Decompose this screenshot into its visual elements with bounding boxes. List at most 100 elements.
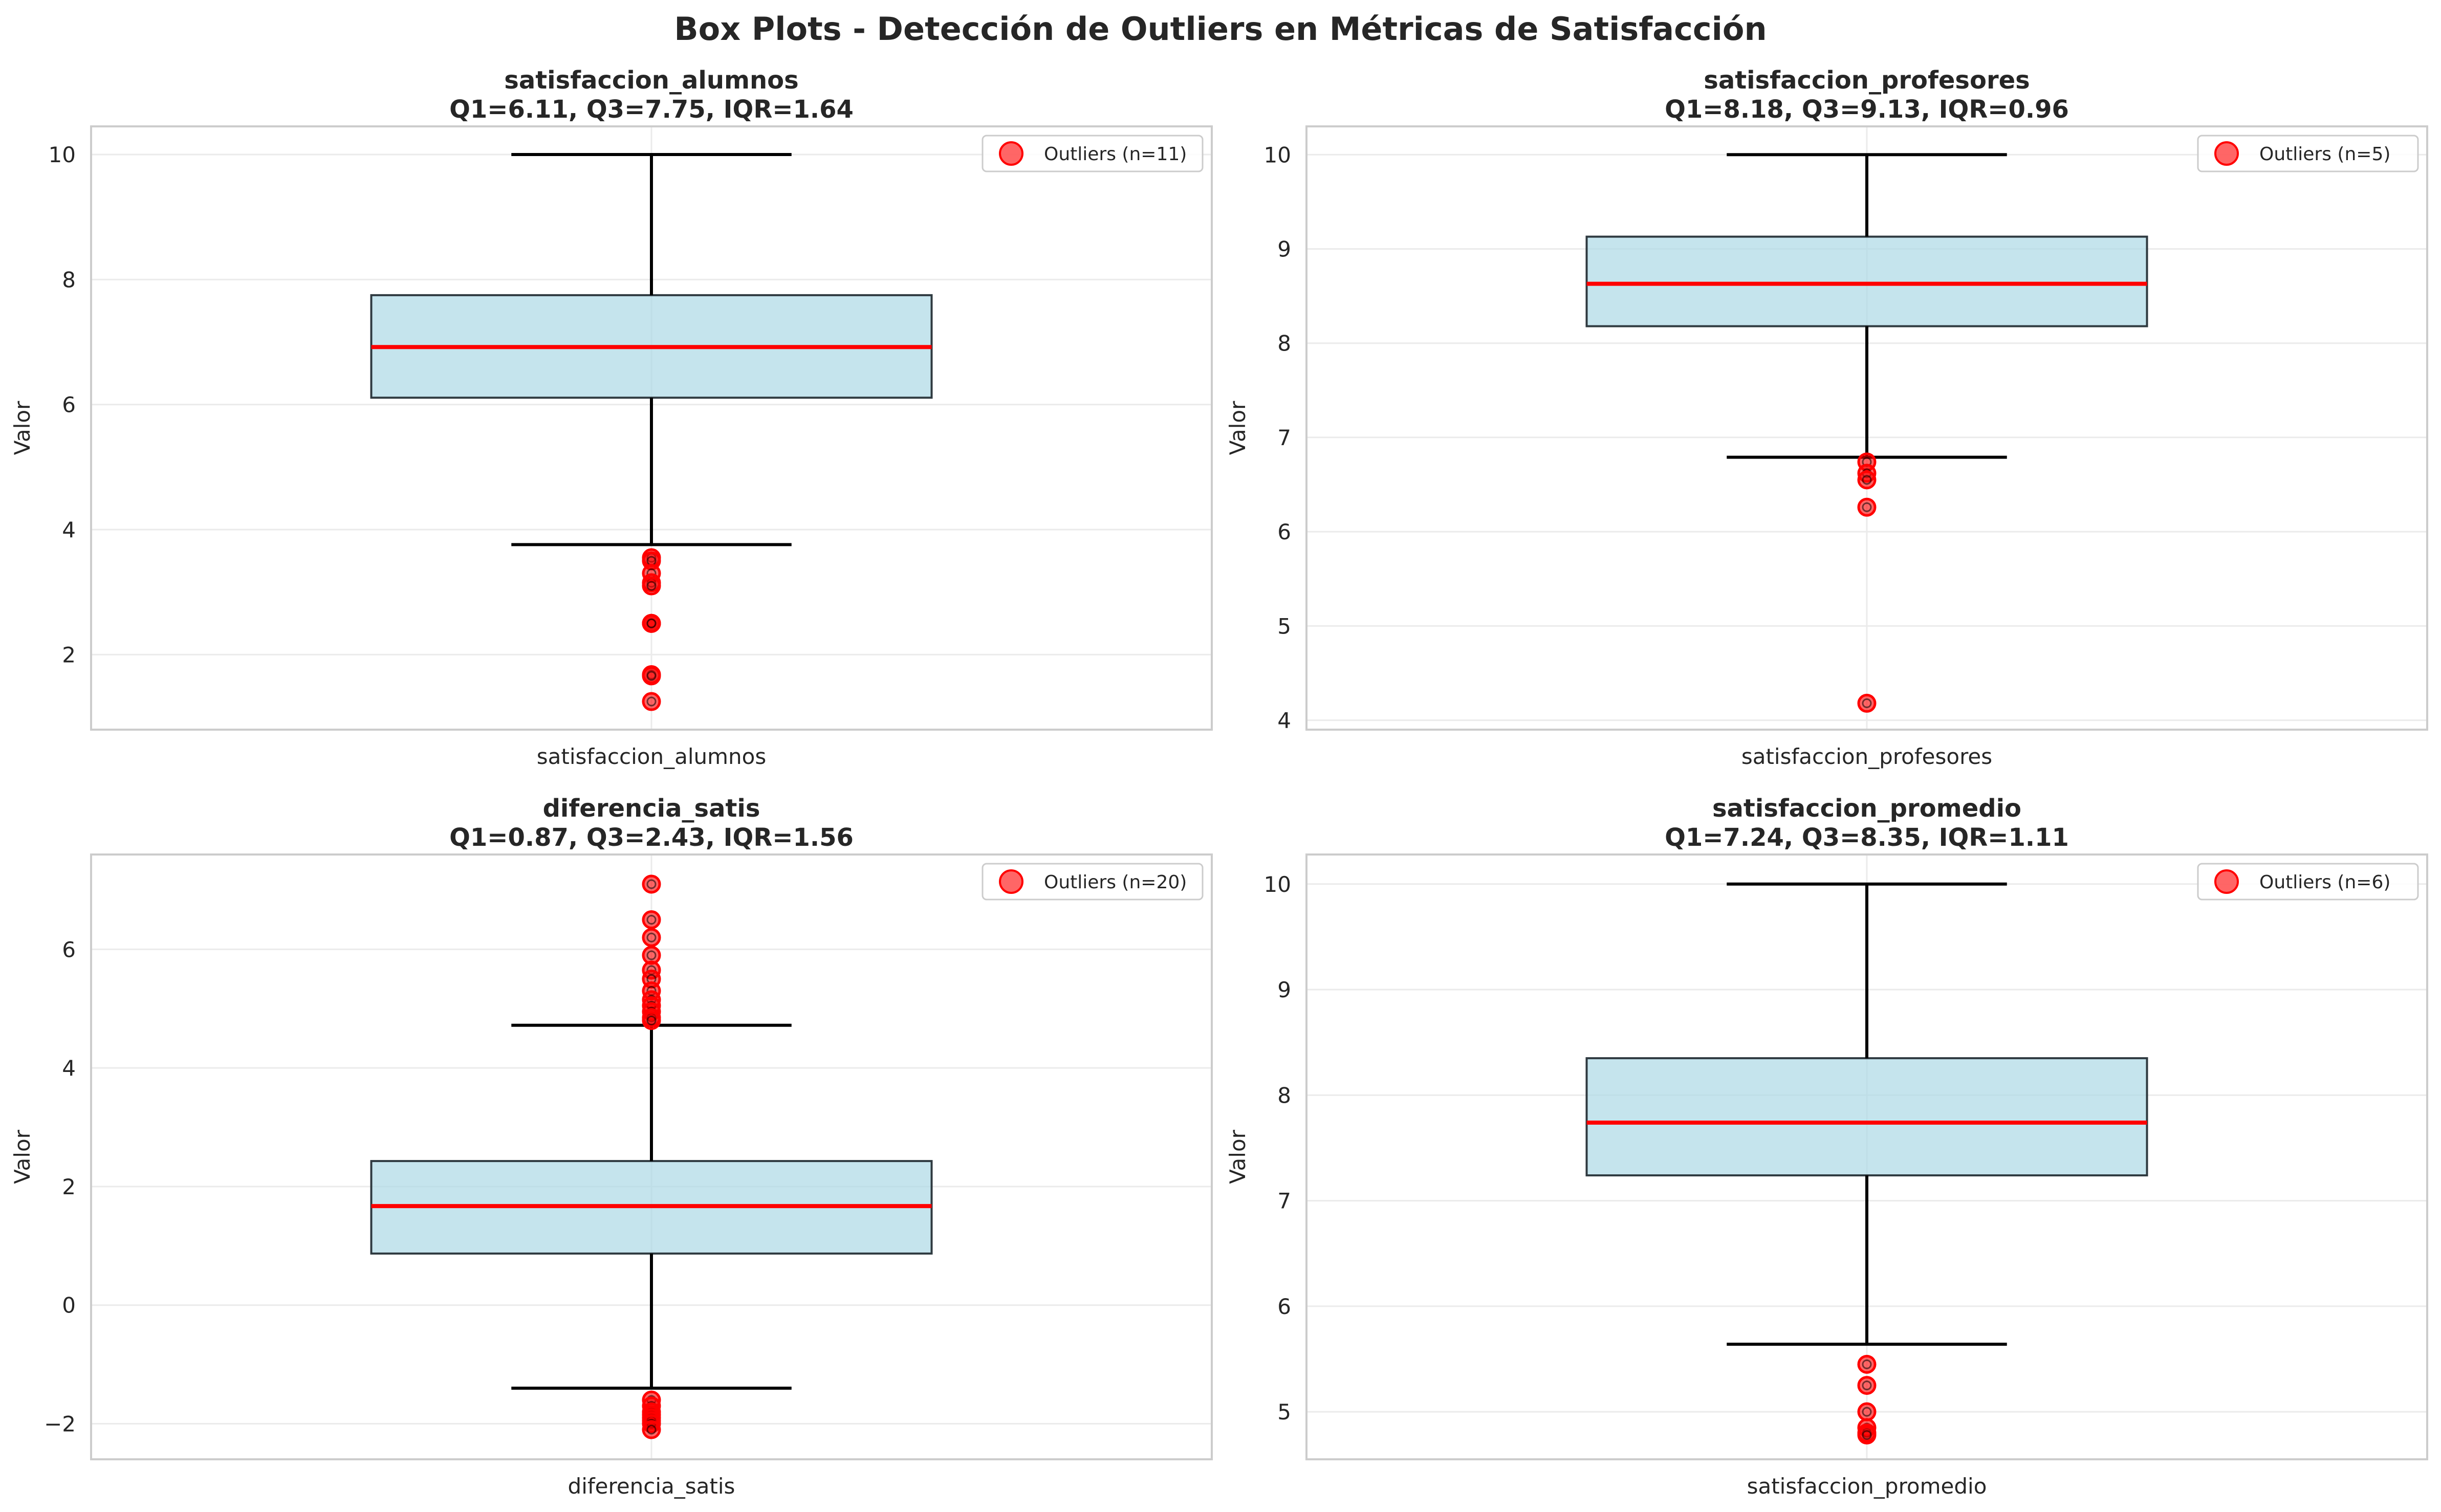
subplot-subtitle: Q1=6.11, Q3=7.75, IQR=1.64 (449, 95, 854, 124)
y-tick-label: 5 (1277, 613, 1291, 639)
legend-outlier-marker (2214, 869, 2239, 894)
outlier-marker-inner (646, 696, 657, 707)
outlier-marker-inner (1862, 1430, 1872, 1440)
subplot-satisfaccion_promedio: 5678910Valorsatisfaccion_promediosatisfa… (1225, 794, 2428, 1499)
y-tick-label: 2 (62, 1174, 76, 1199)
subplot-title: satisfaccion_alumnos (504, 66, 798, 95)
y-tick-label: 8 (62, 267, 76, 292)
outlier-marker-inner (646, 932, 657, 943)
y-axis-label: Valor (1225, 1129, 1250, 1184)
axes-frame (90, 125, 1213, 731)
legend: Outliers (n=5) (2197, 135, 2419, 172)
axes-frame (1305, 125, 2428, 731)
iqr-box (1585, 1057, 2148, 1177)
subplot-subtitle: Q1=0.87, Q3=2.43, IQR=1.56 (449, 823, 854, 852)
y-axis-label: Valor (10, 401, 35, 455)
legend-outlier-marker (999, 141, 1023, 166)
outlier-point (642, 928, 661, 947)
outlier-marker-inner (1862, 1380, 1872, 1391)
outlier-point (1857, 1426, 1877, 1445)
y-tick-label: 8 (1277, 1083, 1291, 1108)
outlier-marker-inner (646, 671, 657, 681)
legend-frame (982, 135, 1204, 172)
outlier-point (642, 1420, 661, 1439)
y-tick-label: 10 (1264, 142, 1291, 167)
outlier-point (642, 692, 661, 711)
legend-frame (982, 863, 1204, 901)
subplots: 2 4 6 8 10 Valor satisfaccion_alumnos satisfacc… (10, 66, 2428, 1499)
x-tick-label: diferencia_satis (568, 1474, 735, 1499)
legend: Outliers (n=11) (982, 135, 1204, 172)
outlier-point (642, 613, 661, 633)
subplot-title: satisfaccion_promedio (1712, 794, 2021, 823)
outlier-marker-inner (1862, 698, 1872, 708)
y-tick-label: 10 (49, 142, 76, 167)
iqr-box (1585, 235, 2148, 327)
outlier-marker-inner (1862, 1359, 1872, 1369)
y-tick-label: 10 (1264, 872, 1291, 897)
subplot-title: satisfaccion_profesores (1704, 66, 2030, 95)
subplot-satisfaccion_profesores: 45678910Valorsatisfaccion_profesoressati… (1225, 66, 2428, 769)
y-axis-label: Valor (10, 1129, 35, 1184)
outlier-point (1857, 1402, 1877, 1421)
legend: Outliers (n=6) (2197, 863, 2419, 901)
legend-label: Outliers (n=6) (2259, 872, 2390, 893)
y-tick-label: −2 (44, 1411, 76, 1436)
y-tick-label: 0 (62, 1293, 76, 1318)
outlier-marker-inner (646, 618, 657, 628)
outlier-marker-inner (646, 1015, 657, 1025)
outlier-point (642, 576, 661, 596)
outlier-point (1857, 693, 1877, 713)
outlier-marker-inner (646, 879, 657, 889)
figure-title: Box Plots - Detección de Outliers en Mét… (674, 10, 1767, 48)
outlier-point (1857, 1376, 1877, 1395)
y-tick-label: 4 (1277, 708, 1291, 733)
legend-frame (2197, 863, 2419, 901)
subplot-satisfaccion_alumnos: 2 4 6 8 10 Valor satisfaccion_alumnos satisfacc… (10, 66, 1213, 769)
subplot-title: diferencia_satis (543, 794, 760, 823)
outlier-point (642, 910, 661, 929)
outlier-marker-inner (646, 581, 657, 591)
outlier-point (642, 666, 661, 686)
y-tick-label: 6 (1277, 1294, 1291, 1319)
outlier-marker-inner (646, 950, 657, 960)
y-tick-label: 9 (1277, 977, 1291, 1002)
x-tick-label: satisfaccion_profesores (1741, 744, 1992, 769)
outlier-point (1857, 497, 1877, 517)
legend-label: Outliers (n=11) (1044, 144, 1187, 165)
y-tick-label: 8 (1277, 331, 1291, 356)
axes-frame (1305, 853, 2428, 1460)
y-tick-label: 5 (1277, 1399, 1291, 1425)
y-tick-label: 2 (62, 642, 76, 667)
legend: Outliers (n=20) (982, 863, 1204, 901)
y-tick-label: 9 (1277, 236, 1291, 261)
y-tick-label: 4 (62, 1056, 76, 1081)
y-tick-label: 7 (1277, 425, 1291, 450)
outlier-point (1857, 1354, 1877, 1374)
outlier-marker-inner (646, 1425, 657, 1435)
outlier-marker-inner (1862, 475, 1872, 485)
y-tick-label: 4 (62, 517, 76, 542)
y-tick-label: 6 (62, 937, 76, 962)
axes-frame (90, 853, 1213, 1460)
legend-frame (2197, 135, 2419, 172)
legend-outlier-marker (2214, 141, 2239, 166)
legend-label: Outliers (n=20) (1044, 872, 1187, 893)
subplot-subtitle: Q1=7.24, Q3=8.35, IQR=1.11 (1665, 823, 2069, 852)
outlier-marker-inner (1862, 1407, 1872, 1417)
x-tick-label: satisfaccion_alumnos (537, 744, 766, 769)
legend-outlier-marker (999, 869, 1023, 894)
subplot-diferencia_satis: −2 0 2 4 6 Valor diferencia_satis diferencia_sa… (10, 794, 1213, 1499)
legend-label: Outliers (n=5) (2259, 144, 2390, 165)
outlier-point (642, 1011, 661, 1030)
y-axis-label: Valor (1225, 401, 1250, 455)
outlier-point (642, 874, 661, 894)
y-tick-label: 6 (1277, 519, 1291, 544)
outlier-point (1857, 470, 1877, 490)
x-tick-label: satisfaccion_promedio (1747, 1474, 1987, 1499)
outlier-marker-inner (1862, 502, 1872, 512)
outlier-marker-inner (646, 914, 657, 925)
y-tick-label: 6 (62, 392, 76, 418)
